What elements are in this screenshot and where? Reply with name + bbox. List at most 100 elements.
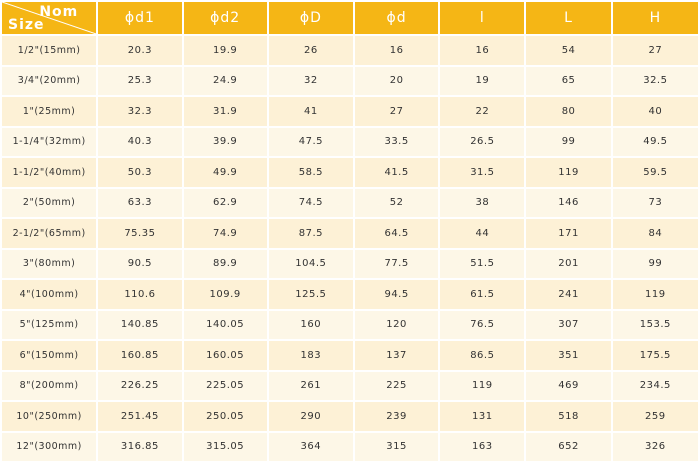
- table-row: 8"(200mm) 226.25 225.05 261 225 119 469 234.5: [2, 371, 698, 400]
- value-cell: 16: [354, 36, 439, 65]
- value-cell: 22: [440, 97, 525, 126]
- value-cell: 110.6: [98, 280, 182, 309]
- value-cell: 469: [526, 371, 611, 400]
- value-cell: 225: [354, 371, 439, 400]
- header-row: Nom Size ϕd1 ϕd2 ϕD ϕd l L H: [2, 2, 698, 34]
- column-header: ϕd1: [98, 2, 182, 34]
- value-cell: 77.5: [354, 249, 439, 278]
- value-cell: 27: [354, 97, 439, 126]
- value-cell: 51.5: [440, 249, 525, 278]
- value-cell: 63.3: [98, 188, 182, 217]
- value-cell: 104.5: [268, 249, 353, 278]
- value-cell: 47.5: [268, 127, 353, 156]
- value-cell: 153.5: [612, 310, 698, 339]
- value-cell: 234.5: [612, 371, 698, 400]
- value-cell: 183: [268, 341, 353, 370]
- value-cell: 251.45: [98, 402, 182, 431]
- table-row: 4"(100mm) 110.6 109.9 125.5 94.5 61.5 241 119: [2, 280, 698, 309]
- value-cell: 73: [612, 188, 698, 217]
- value-cell: 62.9: [183, 188, 267, 217]
- value-cell: 351: [526, 341, 611, 370]
- value-cell: 652: [526, 432, 611, 461]
- table-row: 2-1/2"(65mm) 75.35 74.9 87.5 64.5 44 171 84: [2, 219, 698, 248]
- size-cell: 12"(300mm): [2, 432, 97, 461]
- value-cell: 84: [612, 219, 698, 248]
- table-row: 3/4"(20mm) 25.3 24.9 32 20 19 65 32.5: [2, 66, 698, 95]
- value-cell: 39.9: [183, 127, 267, 156]
- value-cell: 160.05: [183, 341, 267, 370]
- table-row: 3"(80mm) 90.5 89.9 104.5 77.5 51.5 201 99: [2, 249, 698, 278]
- value-cell: 137: [354, 341, 439, 370]
- column-header: l: [440, 2, 525, 34]
- value-cell: 119: [526, 158, 611, 187]
- value-cell: 131: [440, 402, 525, 431]
- size-cell: 6"(150mm): [2, 341, 97, 370]
- value-cell: 175.5: [612, 341, 698, 370]
- value-cell: 87.5: [268, 219, 353, 248]
- size-label: Size: [8, 17, 45, 33]
- value-cell: 19: [440, 66, 525, 95]
- value-cell: 94.5: [354, 280, 439, 309]
- value-cell: 59.5: [612, 158, 698, 187]
- value-cell: 315.05: [183, 432, 267, 461]
- value-cell: 364: [268, 432, 353, 461]
- value-cell: 49.5: [612, 127, 698, 156]
- size-cell: 1/2"(15mm): [2, 36, 97, 65]
- value-cell: 99: [612, 249, 698, 278]
- size-cell: 3/4"(20mm): [2, 66, 97, 95]
- value-cell: 32.5: [612, 66, 698, 95]
- table-header: Nom Size ϕd1 ϕd2 ϕD ϕd l L H: [2, 2, 698, 34]
- value-cell: 41: [268, 97, 353, 126]
- value-cell: 125.5: [268, 280, 353, 309]
- value-cell: 89.9: [183, 249, 267, 278]
- value-cell: 171: [526, 219, 611, 248]
- value-cell: 80: [526, 97, 611, 126]
- table-row: 1/2"(15mm) 20.3 19.9 26 16 16 54 27: [2, 36, 698, 65]
- value-cell: 40.3: [98, 127, 182, 156]
- table-row: 10"(250mm) 251.45 250.05 290 239 131 518 259: [2, 402, 698, 431]
- value-cell: 54: [526, 36, 611, 65]
- value-cell: 326: [612, 432, 698, 461]
- value-cell: 160.85: [98, 341, 182, 370]
- value-cell: 140.85: [98, 310, 182, 339]
- value-cell: 26: [268, 36, 353, 65]
- table-row: 1-1/4"(32mm) 40.3 39.9 47.5 33.5 26.5 99 49.5: [2, 127, 698, 156]
- nom-label: Nom: [39, 4, 79, 20]
- table-row: 1-1/2"(40mm) 50.3 49.9 58.5 41.5 31.5 119 59.5: [2, 158, 698, 187]
- value-cell: 25.3: [98, 66, 182, 95]
- value-cell: 40: [612, 97, 698, 126]
- value-cell: 20.3: [98, 36, 182, 65]
- value-cell: 140.05: [183, 310, 267, 339]
- diagonal-divider: [2, 2, 97, 34]
- table-row: 6"(150mm) 160.85 160.05 183 137 86.5 351 175.5: [2, 341, 698, 370]
- value-cell: 99: [526, 127, 611, 156]
- value-cell: 226.25: [98, 371, 182, 400]
- size-cell: 1-1/2"(40mm): [2, 158, 97, 187]
- size-cell: 1-1/4"(32mm): [2, 127, 97, 156]
- value-cell: 74.9: [183, 219, 267, 248]
- column-header: L: [526, 2, 611, 34]
- value-cell: 518: [526, 402, 611, 431]
- value-cell: 44: [440, 219, 525, 248]
- value-cell: 86.5: [440, 341, 525, 370]
- value-cell: 75.35: [98, 219, 182, 248]
- value-cell: 26.5: [440, 127, 525, 156]
- value-cell: 64.5: [354, 219, 439, 248]
- value-cell: 16: [440, 36, 525, 65]
- value-cell: 58.5: [268, 158, 353, 187]
- value-cell: 49.9: [183, 158, 267, 187]
- size-cell: 2"(50mm): [2, 188, 97, 217]
- table-row: 2"(50mm) 63.3 62.9 74.5 52 38 146 73: [2, 188, 698, 217]
- value-cell: 239: [354, 402, 439, 431]
- value-cell: 109.9: [183, 280, 267, 309]
- table-row: 5"(125mm) 140.85 140.05 160 120 76.5 307 153.5: [2, 310, 698, 339]
- table-row: 1"(25mm) 32.3 31.9 41 27 22 80 40: [2, 97, 698, 126]
- column-header: ϕd: [354, 2, 439, 34]
- value-cell: 259: [612, 402, 698, 431]
- value-cell: 119: [612, 280, 698, 309]
- value-cell: 52: [354, 188, 439, 217]
- size-cell: 2-1/2"(65mm): [2, 219, 97, 248]
- value-cell: 160: [268, 310, 353, 339]
- value-cell: 61.5: [440, 280, 525, 309]
